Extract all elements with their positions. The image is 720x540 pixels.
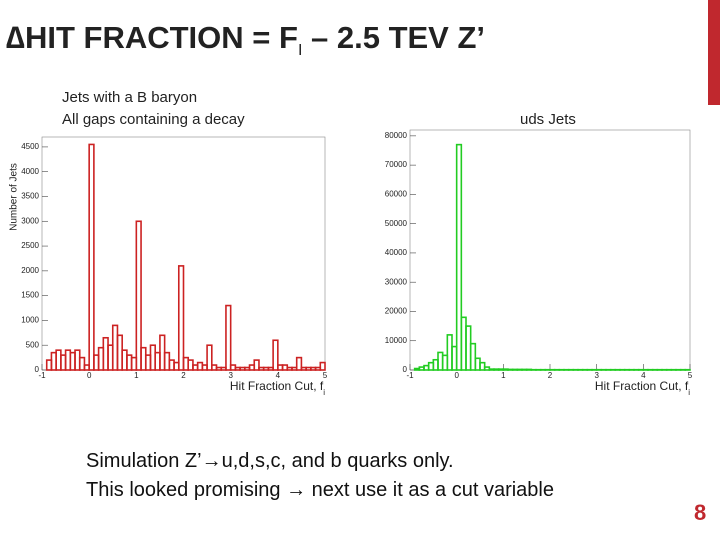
y-tick-label: 3000 bbox=[21, 216, 39, 225]
y-tick-label: 70000 bbox=[385, 160, 408, 169]
x-tick-label: 3 bbox=[594, 371, 599, 380]
y-tick-label: 4500 bbox=[21, 142, 39, 151]
y-tick-label: 60000 bbox=[385, 189, 408, 198]
x-tick-label: 0 bbox=[454, 371, 459, 380]
text-line: This looked promising → next use it as a… bbox=[86, 479, 554, 501]
chart-subtitle: All gaps containing a decay bbox=[62, 111, 245, 128]
y-tick-label: 40000 bbox=[385, 248, 408, 257]
hist-bin bbox=[225, 304, 232, 371]
x-label-text: Hit Fraction Cut, f bbox=[595, 379, 689, 393]
hist-bin bbox=[253, 359, 260, 371]
chart-title: Jets with a B baryon bbox=[62, 89, 197, 106]
x-tick-label: 3 bbox=[228, 371, 233, 380]
accent-bar bbox=[708, 0, 720, 105]
y-tick-label: 0 bbox=[403, 365, 408, 374]
x-tick-label: 0 bbox=[87, 371, 92, 380]
hist-bin bbox=[272, 339, 279, 371]
chart-title: uds Jets bbox=[520, 111, 576, 128]
x-tick-label: 2 bbox=[181, 371, 186, 380]
y-tick-label: 500 bbox=[26, 340, 40, 349]
title-text: ∆HIT FRACTION = F bbox=[6, 20, 298, 55]
x-label-sub: i bbox=[323, 388, 325, 397]
x-tick-label: 1 bbox=[501, 371, 506, 380]
x-tick-label: 2 bbox=[548, 371, 553, 380]
x-axis-label: Hit Fraction Cut, fi bbox=[595, 379, 690, 397]
y-tick-label: 2500 bbox=[21, 241, 39, 250]
hist-bin bbox=[455, 143, 463, 371]
x-label-text: Hit Fraction Cut, f bbox=[230, 379, 324, 393]
x-label-sub: i bbox=[688, 388, 690, 397]
y-tick-label: 0 bbox=[35, 365, 40, 374]
x-tick-label: 4 bbox=[276, 371, 281, 380]
hist-bin bbox=[177, 265, 185, 371]
x-tick-label: 5 bbox=[688, 371, 693, 380]
hist-bin bbox=[319, 361, 326, 371]
page-number: 8 bbox=[694, 500, 707, 525]
title-sub: I bbox=[297, 42, 303, 60]
y-tick-label: 3500 bbox=[21, 192, 39, 201]
x-tick-label: 1 bbox=[134, 371, 139, 380]
x-tick-label: 4 bbox=[641, 371, 646, 380]
y-axis-label: Number of Jets bbox=[9, 163, 20, 231]
y-tick-label: 30000 bbox=[385, 277, 408, 286]
hist-bin bbox=[469, 342, 477, 371]
y-tick-label: 2000 bbox=[21, 266, 39, 275]
hist-bin bbox=[206, 344, 213, 371]
slide-title: ∆HIT FRACTION = FI – 2.5 TEV Z’ bbox=[6, 20, 485, 60]
y-tick-label: 1000 bbox=[21, 316, 39, 325]
text-line: Simulation Z’→u,d,s,c, and b quarks only… bbox=[86, 450, 454, 472]
y-tick-label: 1500 bbox=[21, 291, 39, 300]
x-axis-label: Hit Fraction Cut, fi bbox=[230, 379, 325, 397]
hist-bin bbox=[295, 356, 303, 371]
x-tick-label: -1 bbox=[38, 371, 46, 380]
plot-frame bbox=[409, 129, 691, 371]
y-tick-label: 4000 bbox=[21, 167, 39, 176]
x-tick-label: -1 bbox=[406, 371, 414, 380]
hist-bin bbox=[78, 356, 86, 371]
y-tick-label: 50000 bbox=[385, 219, 408, 228]
hist-bin bbox=[88, 143, 95, 371]
x-tick-label: 5 bbox=[323, 371, 328, 380]
y-tick-label: 10000 bbox=[385, 336, 408, 345]
y-tick-label: 80000 bbox=[385, 131, 408, 140]
title-text: – 2.5 TEV Z’ bbox=[302, 20, 486, 55]
hist-bin bbox=[135, 220, 142, 371]
y-tick-label: 20000 bbox=[385, 307, 408, 316]
